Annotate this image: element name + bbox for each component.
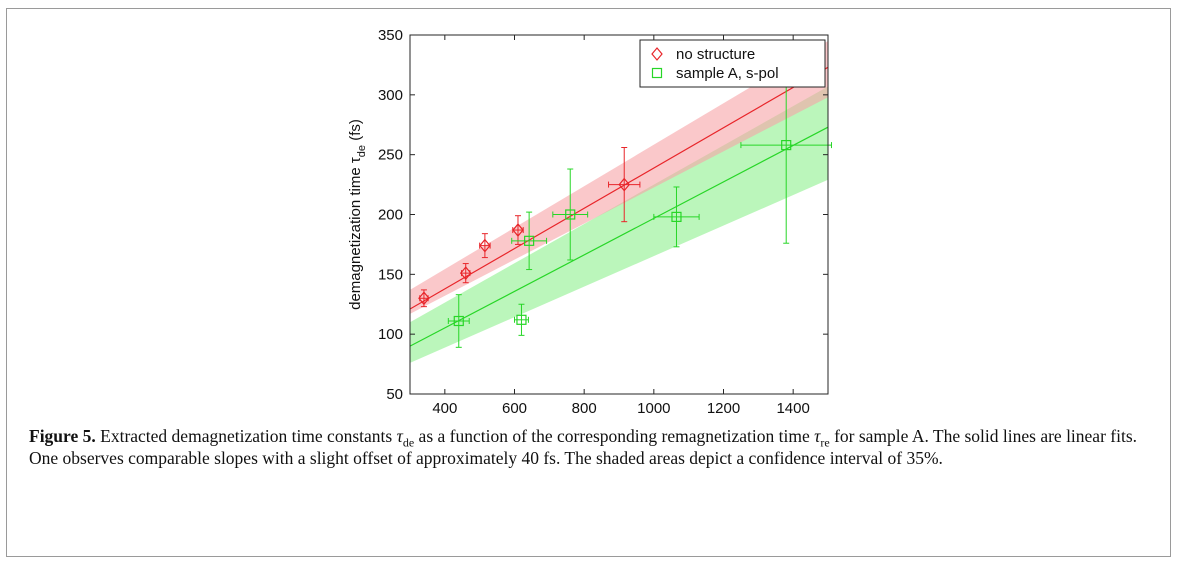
diamond-marker bbox=[512, 223, 524, 237]
legend-label-series-2: sample A, s-pol bbox=[676, 65, 779, 82]
diamond-marker bbox=[479, 238, 491, 253]
y-tick-label: 300 bbox=[378, 87, 403, 104]
y-axis-label: demagnetization time τde (fs) bbox=[347, 119, 368, 310]
square-marker bbox=[524, 235, 535, 246]
square-marker bbox=[565, 209, 576, 220]
diamond-marker bbox=[459, 266, 472, 281]
data-point-series-1-3 bbox=[479, 233, 491, 259]
data-point-series-2-2 bbox=[514, 303, 529, 336]
x-tick-label: 600 bbox=[502, 400, 527, 417]
y-tick-label: 50 bbox=[386, 386, 403, 403]
y-tick-label: 200 bbox=[378, 207, 403, 224]
x-tick-label: 400 bbox=[432, 400, 457, 417]
data-point-series-2-4 bbox=[552, 168, 589, 261]
confidence-bands bbox=[410, 40, 828, 363]
data-markers bbox=[418, 46, 832, 348]
caption-symbol: τde bbox=[396, 426, 415, 450]
scatter-plot: 400 600 800 1000 1200 1400 50 100 150 200 250 300 35… bbox=[347, 27, 832, 417]
figure-frame: 400 600 800 1000 1200 1400 50 100 150 200 250 300 35… bbox=[6, 8, 1171, 557]
caption-symbol: τre bbox=[814, 426, 830, 450]
confidence-band-series-1 bbox=[410, 40, 828, 314]
fit-line-series-1 bbox=[410, 66, 828, 310]
square-marker bbox=[781, 139, 792, 151]
legend-box bbox=[639, 39, 826, 88]
legend: no structure sample A, s-pol bbox=[639, 39, 826, 88]
axis-ticks: 400 600 800 1000 1200 1400 50 100 150 200 250 300 35… bbox=[378, 27, 828, 417]
square-marker bbox=[453, 315, 464, 327]
axis-labels: remagnetization time τre (fs)demagnetiza… bbox=[347, 119, 368, 310]
caption-text: for sample A. The solid lines are linear… bbox=[29, 426, 1138, 468]
y-tick-label: 250 bbox=[378, 147, 403, 164]
legend-marker-square bbox=[651, 67, 663, 79]
x-tick-label: 1200 bbox=[707, 400, 740, 417]
caption-label: Figure 5. bbox=[29, 426, 96, 446]
square-marker bbox=[671, 211, 682, 222]
data-point-series-1-1 bbox=[418, 289, 430, 308]
data-point-series-1-5 bbox=[608, 146, 641, 223]
caption-text: Extracted demagnetization time constants bbox=[95, 426, 397, 446]
x-tick-label: 800 bbox=[572, 400, 597, 417]
y-tick-label: 150 bbox=[378, 266, 403, 283]
legend-marker-diamond bbox=[651, 47, 663, 61]
caption-text: as a function of the corresponding remag… bbox=[414, 426, 815, 446]
data-point-series-1-2 bbox=[459, 263, 472, 284]
confidence-band-series-2 bbox=[410, 86, 828, 363]
square-marker bbox=[516, 314, 527, 325]
y-tick-label: 350 bbox=[378, 27, 403, 44]
figure-caption: Figure 5. Extracted demagnetization time… bbox=[29, 425, 1159, 469]
data-point-series-2-1 bbox=[447, 294, 470, 348]
data-point-series-2-5 bbox=[653, 186, 700, 248]
data-point-series-2-3 bbox=[511, 211, 548, 271]
diamond-marker bbox=[618, 177, 631, 192]
fit-line-series-2 bbox=[410, 126, 828, 347]
y-tick-label: 100 bbox=[378, 326, 403, 343]
legend-label-series-1: no structure bbox=[676, 46, 755, 63]
fit-lines bbox=[410, 66, 828, 347]
x-tick-label: 1400 bbox=[776, 400, 809, 417]
x-tick-label: 1000 bbox=[637, 400, 670, 417]
diamond-marker bbox=[418, 291, 430, 306]
data-point-series-1-4 bbox=[512, 215, 524, 245]
